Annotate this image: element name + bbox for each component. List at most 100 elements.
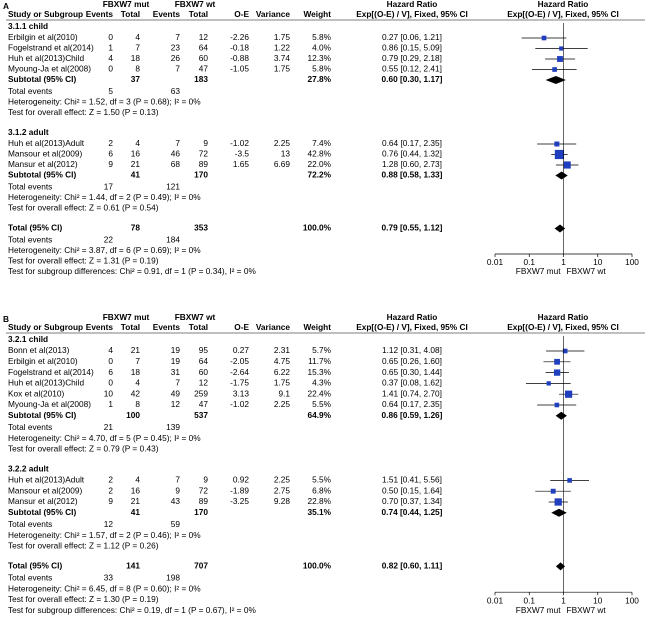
- hazard-ratio: 0.79 [0.55, 1.12]: [382, 223, 443, 233]
- events-wt: 121: [166, 182, 180, 192]
- cell: -2.64: [230, 367, 249, 377]
- cell: 89: [199, 496, 209, 506]
- cell: 1: [108, 43, 113, 53]
- cell: 72: [199, 485, 209, 495]
- total-label: Subtotal (95% CI): [8, 170, 76, 180]
- weight: 6.8%: [312, 485, 332, 495]
- study-name: Kox et al(2010): [8, 388, 65, 398]
- cell: 9: [108, 159, 113, 169]
- cell: 4: [135, 138, 140, 148]
- cell: 7: [175, 378, 180, 388]
- total-events-label: Total events: [8, 182, 52, 192]
- events-mut: 5: [108, 86, 113, 96]
- x-tick-label: 0.01: [487, 595, 504, 605]
- cell: 12: [199, 32, 209, 42]
- cell: 16: [131, 149, 141, 159]
- cell: -1.02: [230, 399, 249, 409]
- study-name: Erbilgin et al(2010): [8, 32, 78, 42]
- subgroup-differences: Test for subgroup differences: Chi² = 0.…: [8, 266, 256, 276]
- cell: 9.1: [278, 388, 290, 398]
- heterogeneity: Heterogeneity: Chi² = 1.57, df = 2 (P = …: [8, 530, 201, 540]
- column-header: Events: [153, 9, 181, 19]
- hazard-ratio: 0.60 [0.30, 1.17]: [382, 74, 443, 84]
- cell: 0.92: [233, 475, 250, 485]
- weight: 64.9%: [307, 410, 331, 420]
- weight: 5.8%: [312, 32, 332, 42]
- study-square: [554, 149, 565, 160]
- subgroup-title: 3.2.2 adult: [8, 464, 49, 474]
- favours-right: FBXW7 wt: [567, 266, 607, 276]
- cell: 0: [108, 64, 113, 74]
- cell: 6.22: [274, 367, 291, 377]
- hazard-ratio: 1.41 [0.74, 2.70]: [382, 388, 442, 398]
- cell: 1: [108, 399, 113, 409]
- study-square: [553, 369, 561, 376]
- weight: 12.3%: [307, 53, 331, 63]
- diamond: [555, 562, 566, 571]
- subgroup-title: 3.1.2 adult: [8, 127, 49, 137]
- x-tick-label: 10: [593, 257, 603, 267]
- study-name: Fogelstrand et al(2014): [8, 43, 94, 53]
- cell: 259: [194, 388, 208, 398]
- cell: 2.25: [274, 399, 291, 409]
- weight: 5.5%: [312, 475, 332, 485]
- cell: 72: [199, 149, 209, 159]
- hazard-ratio: 0.65 [0.30, 1.44]: [382, 367, 442, 377]
- subgroup-title: 3.2.1 child: [8, 334, 48, 344]
- column-header: O-E: [234, 9, 249, 19]
- overall-effect: Test for overall effect: Z = 0.61 (P = 0…: [8, 203, 159, 213]
- study-square: [554, 141, 560, 147]
- column-header: Variance: [256, 9, 291, 19]
- total-mut: 37: [131, 74, 141, 84]
- cell: 68: [171, 159, 181, 169]
- favours-left: FBXW7 mut: [516, 266, 561, 276]
- column-header: Total: [189, 9, 208, 19]
- cell: 7: [175, 32, 180, 42]
- hazard-ratio: 1.28 [0.60, 2.73]: [382, 159, 442, 169]
- cell: 95: [199, 345, 209, 355]
- cell: 31: [171, 367, 181, 377]
- hazard-ratio: 0.64 [0.17, 2.35]: [382, 399, 442, 409]
- column-header: Total: [121, 322, 140, 332]
- total-label: Subtotal (95% CI): [8, 410, 76, 420]
- cell: 18: [131, 367, 141, 377]
- study-name: Mansour et al(2009): [8, 149, 82, 159]
- weight: 15.3%: [307, 367, 331, 377]
- cell: 4: [135, 475, 140, 485]
- study-name: Mansur et al(2012): [8, 496, 78, 506]
- total-wt: 183: [194, 74, 208, 84]
- total-events-label: Total events: [8, 422, 52, 432]
- cell: 46: [171, 149, 181, 159]
- column-header: Exp[(O-E) / V], Fixed, 95% CI: [507, 322, 619, 332]
- weight: 100.0%: [303, 223, 332, 233]
- cell: -3.5: [235, 149, 250, 159]
- hazard-ratio: 0.27 [0.06, 1.21]: [382, 32, 442, 42]
- cell: 60: [199, 367, 209, 377]
- cell: 7: [135, 356, 140, 366]
- hazard-ratio: 1.12 [0.31, 4.08]: [382, 345, 442, 355]
- total-mut: 100: [126, 410, 140, 420]
- overall-effect: Test for overall effect: Z = 1.30 (P = 0…: [8, 594, 159, 604]
- total-label: Subtotal (95% CI): [8, 507, 76, 517]
- hazard-ratio: 0.74 [0.44, 1.25]: [382, 507, 443, 517]
- cell: 9.28: [274, 496, 291, 506]
- x-tick-label: 100: [625, 257, 639, 267]
- weight: 22.0%: [307, 159, 331, 169]
- cell: 1.75: [274, 32, 291, 42]
- column-header: Exp[(O-E) / V], Fixed, 95% CI: [356, 9, 468, 19]
- study-name: Myoung-Ja et al(2008): [8, 64, 91, 74]
- column-header: Variance: [256, 322, 291, 332]
- heterogeneity: Heterogeneity: Chi² = 6.45, df = 8 (P = …: [8, 583, 201, 593]
- cell: 0.27: [233, 345, 250, 355]
- x-tick-label: 0.1: [523, 595, 535, 605]
- total-wt: 353: [194, 223, 208, 233]
- group-header: Hazard Ratio: [538, 0, 589, 9]
- cell: 2: [108, 475, 113, 485]
- panel-label: B: [3, 314, 9, 324]
- favours-left: FBXW7 mut: [516, 605, 561, 615]
- heterogeneity: Heterogeneity: Chi² = 1.44, df = 2 (P = …: [8, 192, 201, 202]
- cell: 43: [171, 496, 181, 506]
- study-square: [554, 402, 560, 408]
- total-events-label: Total events: [8, 519, 52, 529]
